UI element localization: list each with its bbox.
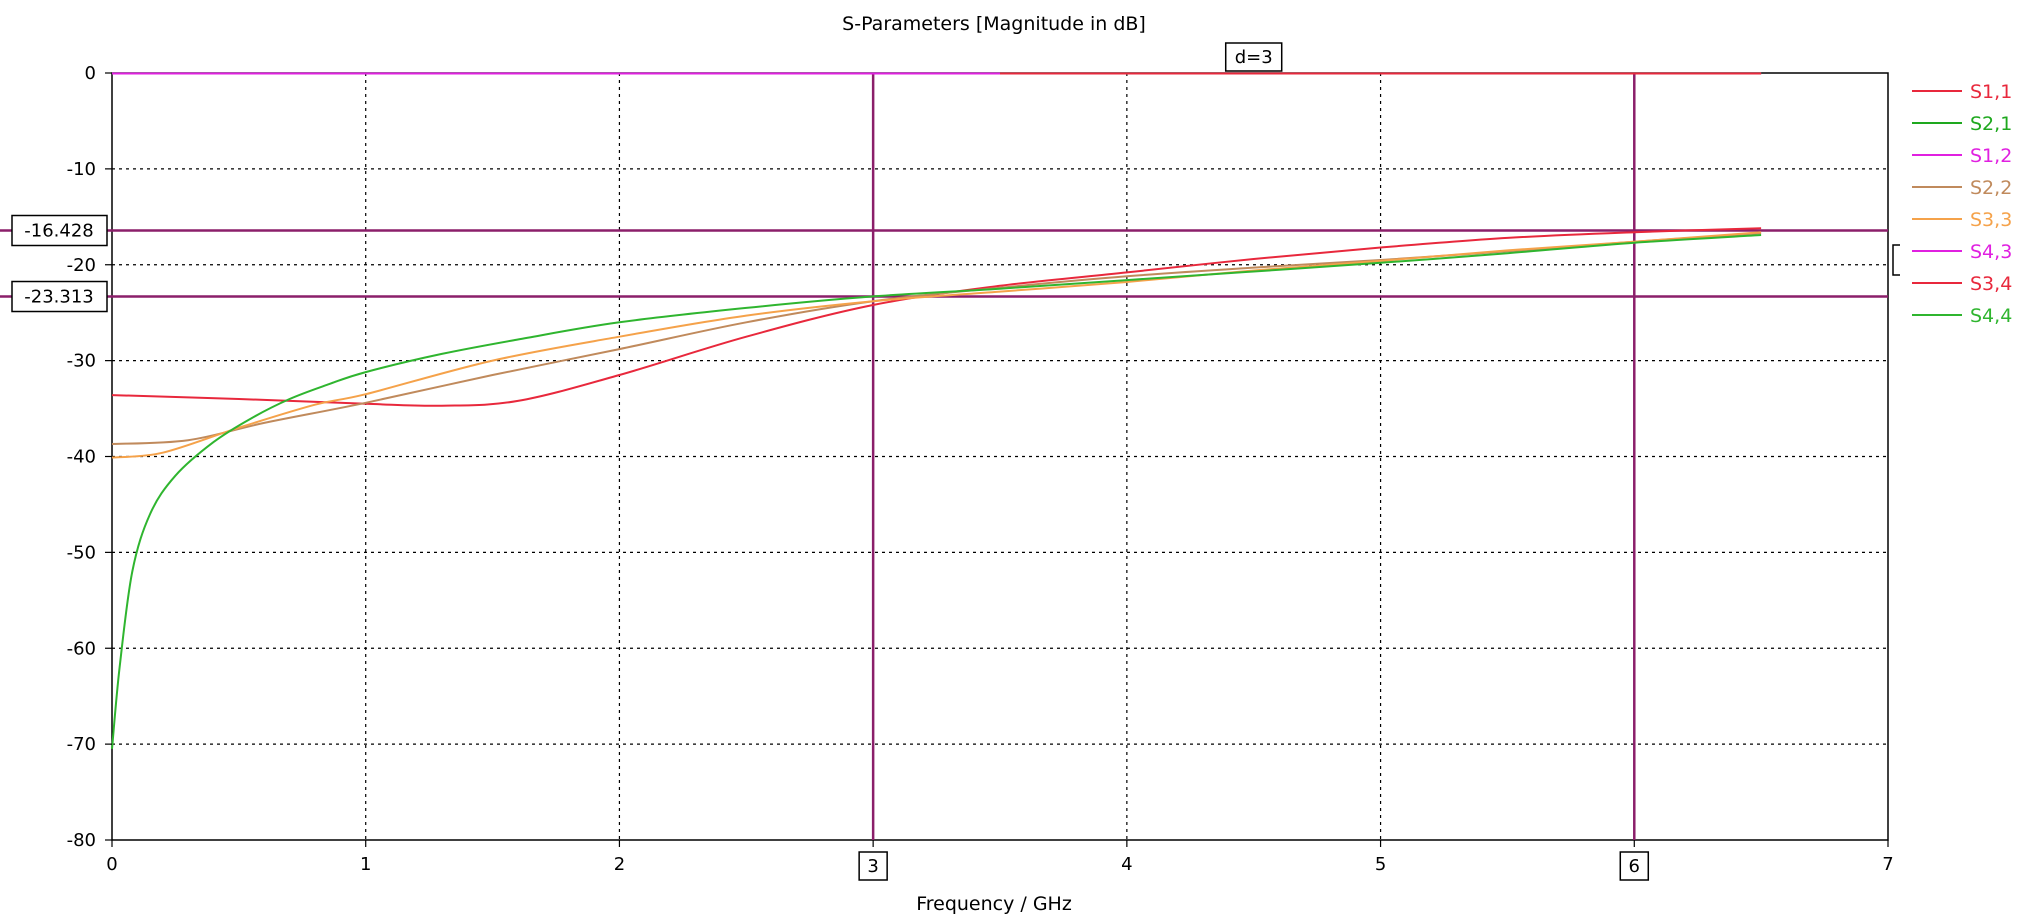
delta-box: [1224, 42, 1283, 72]
x-axis-ticks: 0 1 2 4 5 7: [106, 840, 1894, 875]
legend-label[interactable]: S3,3: [1970, 209, 2012, 231]
series-group: [111, 72, 1762, 749]
marker-box-y: [11, 280, 108, 313]
marker-label-x[interactable]: 3: [867, 856, 878, 877]
series-line-S3-3: [111, 231, 1762, 459]
y-axis-ticks: 0 -10 -20 -30 -40 -50 -60 -70 -80: [67, 63, 112, 851]
legend-label[interactable]: S3,4: [1970, 273, 2012, 295]
marker-label-x[interactable]: 6: [1629, 856, 1640, 877]
y-tick-label: -70: [67, 734, 96, 755]
legend[interactable]: S1,1 S2,1 S1,2 S2,2 S3,3 S4,3 S3,4 S4,4: [1912, 81, 2012, 327]
x-tick-label: 2: [614, 854, 625, 875]
legend-bracket: [1892, 244, 1900, 276]
legend-label[interactable]: S2,1: [1970, 113, 2012, 135]
delta-label[interactable]: d=3: [1235, 47, 1273, 68]
y-tick-label: -80: [67, 830, 96, 851]
y-tick-label: -20: [67, 255, 96, 276]
horizontal-marker-lines: [0, 229, 1888, 298]
y-tick-label: 0: [85, 63, 96, 84]
y-tick-label: -30: [67, 351, 96, 372]
legend-label[interactable]: S4,3: [1970, 241, 2012, 263]
x-tick-label: 4: [1121, 854, 1132, 875]
marker-box-x: [858, 851, 888, 881]
y-tick-label: -40: [67, 447, 96, 468]
legend-label[interactable]: S4,4: [1970, 305, 2012, 327]
y-tick-label: -10: [67, 159, 96, 180]
legend-label[interactable]: S2,2: [1970, 177, 2012, 199]
series-line-S4-4: [111, 234, 1762, 749]
vertical-marker-lines: [871, 73, 1636, 840]
grid: [112, 73, 1888, 840]
marker-label-y[interactable]: -16.428: [24, 221, 93, 242]
marker-label-y[interactable]: -23.313: [24, 287, 93, 308]
chart-title: S-Parameters [Magnitude in dB]: [842, 13, 1146, 35]
series-line-S1-1: [111, 227, 1762, 407]
x-tick-label: 1: [360, 854, 371, 875]
x-tick-label: 7: [1882, 854, 1893, 875]
legend-label[interactable]: S1,1: [1970, 81, 2012, 103]
x-axis-label: Frequency / GHz: [916, 893, 1072, 915]
y-tick-label: -60: [67, 638, 96, 659]
x-tick-label: 5: [1375, 854, 1386, 875]
marker-box-y: [11, 214, 108, 247]
y-tick-label: -50: [67, 542, 96, 563]
legend-label[interactable]: S1,2: [1970, 145, 2012, 167]
marker-labels[interactable]: -16.428 -23.313 3 6 d=3: [11, 42, 1650, 881]
marker-box-x: [1619, 851, 1650, 881]
x-tick-label: 0: [106, 854, 117, 875]
